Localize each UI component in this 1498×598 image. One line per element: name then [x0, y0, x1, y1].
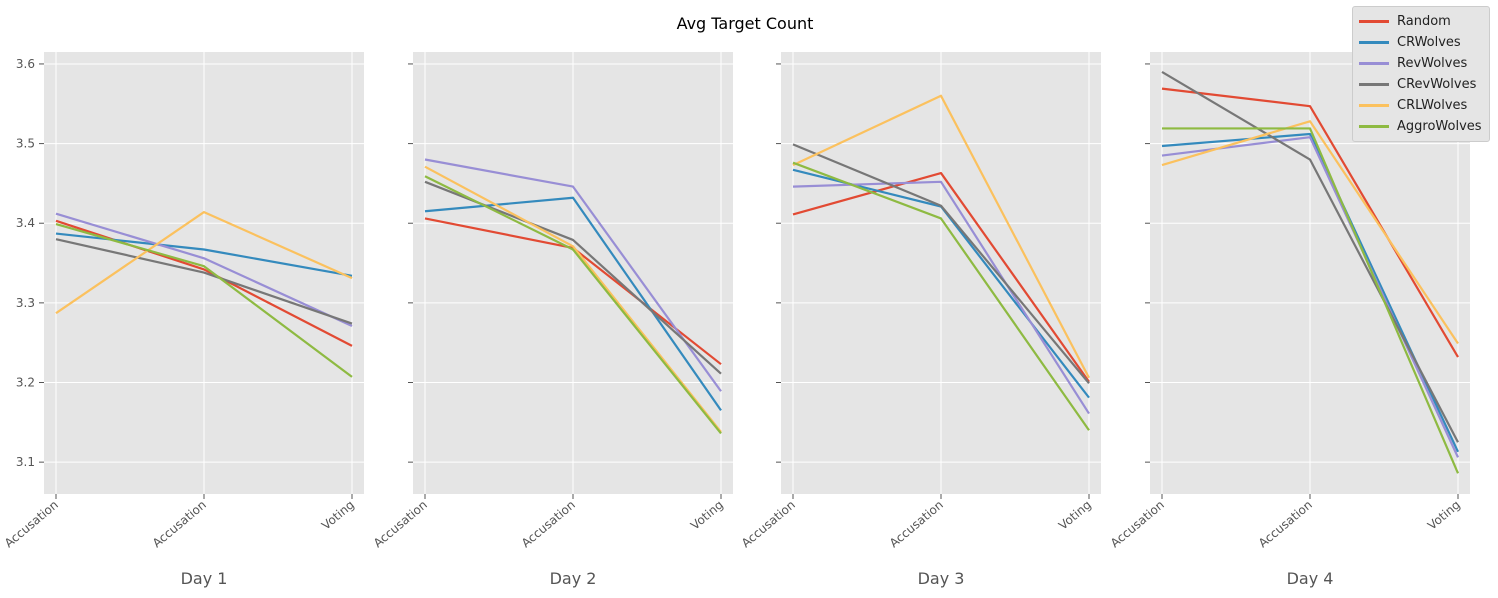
panel-day-1: 3.1 3.2 3.3 3.4 3.5 3.6 Accusation Accusation Vo…	[2, 52, 364, 588]
y-tick-label: 3.1	[16, 455, 35, 469]
series-line-aggrowolves	[424, 175, 722, 435]
legend-swatch	[1359, 125, 1389, 128]
y-tick-label: 3.5	[16, 137, 35, 151]
series-line-random	[1161, 87, 1459, 358]
series-line-revwolves	[424, 158, 722, 392]
x-tick-label: Accusation	[1108, 498, 1167, 551]
x-tick-label: Accusation	[150, 498, 209, 551]
series-line-crevwolves	[1161, 70, 1459, 443]
panels-group: 3.1 3.2 3.3 3.4 3.5 3.6 Accusation Accusation Vo…	[2, 52, 1470, 588]
panel-day-3: Accusation Accusation Voting Day 3	[739, 52, 1101, 588]
legend-swatch	[1359, 83, 1389, 86]
series-line-random	[792, 171, 1090, 383]
series-line-crlwolves	[1161, 120, 1459, 345]
x-tick-label: Accusation	[519, 498, 578, 551]
legend-entry-crevwolves: CRevWolves	[1353, 74, 1489, 95]
legend-label: CRLWolves	[1397, 98, 1468, 113]
x-axis-label: Day 2	[550, 569, 597, 588]
x-axis-label: Day 1	[181, 569, 228, 588]
legend-entry-crwolves: CRWolves	[1353, 32, 1489, 53]
x-tick-label: Voting	[319, 498, 357, 533]
legend-entry-crlwolves: CRLWolves	[1353, 95, 1489, 116]
x-axis-label: Day 4	[1287, 569, 1334, 588]
legend-swatch	[1359, 62, 1389, 65]
x-axis-label: Day 3	[918, 569, 965, 588]
legend-swatch	[1359, 104, 1389, 107]
legend-label: Random	[1397, 14, 1451, 29]
series-line-crwolves	[424, 196, 722, 412]
x-tick-label: Accusation	[371, 498, 430, 551]
series-line-crevwolves	[55, 238, 353, 325]
series-line-aggrowolves	[792, 161, 1090, 431]
legend-label: AggroWolves	[1397, 119, 1482, 134]
y-tick-label: 3.2	[16, 376, 35, 390]
legend-label: CRWolves	[1397, 35, 1461, 50]
x-tick-label: Accusation	[739, 498, 798, 551]
legend-label: CRevWolves	[1397, 77, 1477, 92]
series-line-crevwolves	[792, 143, 1090, 385]
legend-entry-random: Random	[1353, 11, 1489, 32]
series-line-aggrowolves	[55, 222, 353, 378]
x-tick-label: Accusation	[887, 498, 946, 551]
x-tick-label: Accusation	[2, 498, 61, 551]
series-line-revwolves	[55, 212, 353, 327]
legend-swatch	[1359, 41, 1389, 44]
chart-title: Avg Target Count	[677, 14, 814, 33]
legend-swatch	[1359, 20, 1389, 23]
y-tick-label: 3.6	[16, 57, 35, 71]
y-tick-label: 3.3	[16, 296, 35, 310]
x-tick-label: Accusation	[1256, 498, 1315, 551]
chart-legend: Random CRWolves RevWolves CRevWolves CRLWolv…	[1352, 6, 1490, 142]
x-tick-label: Voting	[1425, 498, 1463, 533]
panel-day-2: Accusation Accusation Voting Day 2	[371, 52, 733, 588]
series-line-revwolves	[792, 180, 1090, 415]
x-tick-label: Voting	[1056, 498, 1094, 533]
series-line-crlwolves	[424, 165, 722, 433]
legend-entry-aggrowolves: AggroWolves	[1353, 116, 1489, 137]
series-line-crlwolves	[55, 210, 353, 315]
legend-label: RevWolves	[1397, 56, 1468, 71]
y-tick-label: 3.4	[16, 216, 35, 230]
series-line-crlwolves	[792, 94, 1090, 379]
legend-entry-revwolves: RevWolves	[1353, 53, 1489, 74]
x-tick-label: Voting	[688, 498, 726, 533]
series-line-aggrowolves	[1162, 127, 1460, 474]
